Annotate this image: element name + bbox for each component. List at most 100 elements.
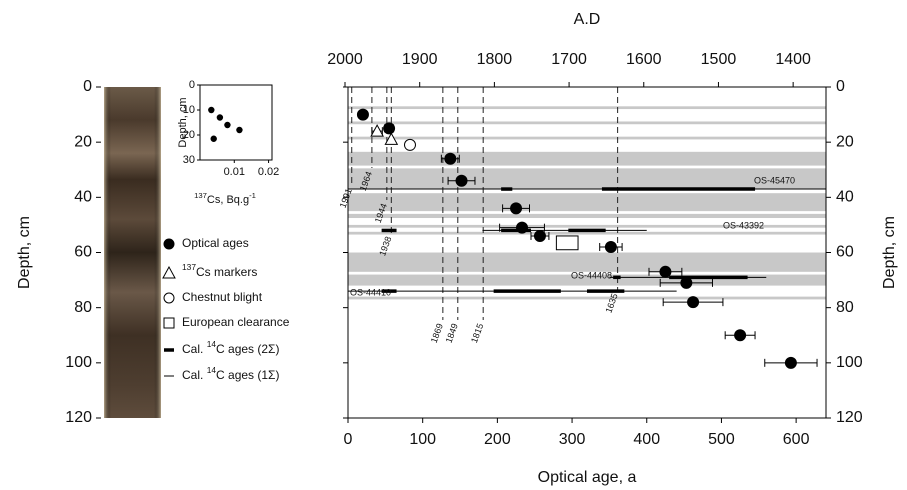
legend-label-part: Chestnut blight — [182, 290, 263, 304]
depth-band — [348, 121, 826, 125]
y-axis-title-right: Depth, cm — [881, 216, 898, 289]
inset-y-tick-label: 10 — [183, 104, 195, 116]
legend-label-part: C ages (2Σ) — [216, 342, 279, 356]
inset-point — [224, 121, 231, 129]
event-label: 1849 — [444, 322, 460, 344]
inset-x-tick-label: 0.01 — [224, 166, 245, 178]
legend-label: Optical ages — [182, 236, 249, 250]
depth-band — [348, 252, 826, 272]
clearance-box — [555, 235, 579, 251]
point — [384, 132, 399, 145]
point — [604, 240, 617, 253]
legend-marker — [163, 317, 175, 329]
inset-point — [236, 126, 243, 134]
depth-band — [348, 106, 826, 110]
depth-band — [348, 168, 826, 190]
core-y-tick-label: 80 — [74, 299, 92, 316]
legend-label: European clearance — [182, 315, 290, 329]
x2-tick-label: 1800 — [477, 51, 513, 68]
x2-tick-label: 1900 — [402, 51, 438, 68]
inset-x-title: 137Cs, Bq.g-1 — [194, 191, 256, 206]
depth-band — [348, 224, 826, 228]
event-label: 1635 — [603, 292, 619, 314]
inset-y-tick-label: 20 — [183, 129, 195, 141]
y-tick-label-right: 80 — [836, 299, 854, 316]
core-y-tick-label: 120 — [65, 409, 92, 426]
legend-label-part: Cal. — [182, 342, 207, 356]
x-tick-label: 300 — [559, 431, 586, 448]
depth-band — [348, 193, 826, 212]
point — [784, 356, 797, 369]
y-tick-label-right: 0 — [836, 78, 845, 95]
inset-point — [216, 114, 224, 121]
point — [533, 229, 546, 242]
legend-label: Cal. 14C ages (1Σ) — [182, 365, 279, 382]
event-label: 1869 — [429, 322, 445, 344]
y-tick-label-right: 120 — [836, 409, 863, 426]
x-tick-label: 0 — [344, 431, 353, 448]
legend-label-part: 137 — [182, 262, 196, 272]
y-tick-label-right: 60 — [836, 244, 854, 261]
x-tick-label: 600 — [783, 431, 810, 448]
core-y-tick-label: 60 — [74, 244, 92, 261]
sample-label: OS-45470 — [754, 175, 795, 185]
x2-tick-label: 2000 — [327, 51, 363, 68]
inset-point — [210, 135, 217, 142]
legend-label: 137Cs markers — [182, 262, 257, 279]
legend-label-part: Cal. — [182, 368, 207, 382]
y-tick-label-right: 20 — [836, 133, 854, 150]
point — [383, 122, 396, 135]
legend-label: Chestnut blight — [182, 290, 263, 304]
depth-band — [348, 136, 826, 140]
point — [510, 202, 523, 215]
x2-tick-label: 1400 — [775, 51, 811, 68]
legend-label-part: 14 — [207, 365, 217, 375]
x-tick-label: 500 — [708, 431, 735, 448]
point — [370, 124, 384, 137]
x2-tick-label: 1700 — [551, 51, 587, 68]
inset-y-title: Depth, cm — [177, 97, 189, 147]
sample-label: OS-43392 — [723, 220, 764, 230]
inset-x-title-part: -1 — [249, 191, 256, 200]
inset-y-tick-label: 0 — [189, 79, 195, 91]
sample-label: OS-44410 — [350, 287, 391, 297]
inset-x-tick-label: 0.02 — [258, 166, 279, 178]
core-edge — [104, 87, 161, 418]
depth-band — [348, 231, 826, 235]
point — [455, 174, 468, 187]
legend-label-part: 14 — [207, 339, 217, 349]
legend-label-part: European clearance — [182, 315, 290, 329]
point — [356, 108, 369, 121]
x-tick-label: 100 — [409, 431, 436, 448]
legend-marker — [162, 265, 176, 279]
y-tick-label-right: 40 — [836, 189, 854, 206]
x2-axis-title: A.D — [574, 11, 601, 28]
inset-point — [208, 106, 215, 114]
x-tick-label: 200 — [484, 431, 511, 448]
inset-y-tick-label: 30 — [183, 154, 195, 166]
event-label: 1815 — [469, 322, 485, 344]
depth-band — [348, 296, 826, 300]
inset-x-title-part: 137 — [194, 191, 207, 200]
point — [444, 152, 457, 165]
legend-label-part: C ages (1Σ) — [216, 368, 279, 382]
x2-tick-label: 1500 — [701, 51, 737, 68]
point — [687, 296, 700, 309]
core-y-tick-label: 40 — [74, 189, 92, 206]
legend-marker — [163, 238, 175, 250]
sample-label: OS-44408 — [571, 270, 612, 280]
core-y-tick-label: 0 — [83, 78, 92, 95]
y-tick-label-right: 100 — [836, 354, 863, 371]
depth-band — [348, 274, 826, 286]
x-tick-label: 400 — [633, 431, 660, 448]
legend-label-part: Optical ages — [182, 236, 249, 250]
legend-label: Cal. 14C ages (2Σ) — [182, 339, 279, 356]
y-axis-title: Depth, cm — [16, 216, 33, 289]
x-axis-title: Optical age, a — [538, 469, 637, 486]
inset-x-title-part: Cs, Bq.g — [207, 194, 249, 206]
depth-band — [348, 151, 826, 166]
legend-marker — [163, 292, 175, 304]
depth-band — [348, 213, 826, 219]
x2-tick-label: 1600 — [626, 51, 662, 68]
